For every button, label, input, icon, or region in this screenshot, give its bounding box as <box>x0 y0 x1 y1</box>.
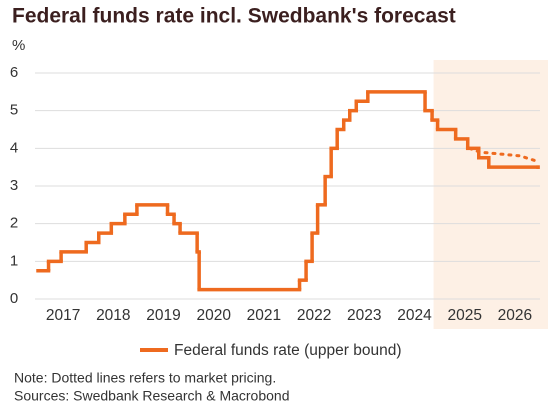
note: Note: Dotted lines refers to market pric… <box>14 370 276 386</box>
y-tick-label: 0 <box>10 290 18 307</box>
x-tick-label: 2023 <box>347 307 381 324</box>
y-tick-label: 2 <box>10 215 18 232</box>
x-tick-label: 2022 <box>297 307 331 324</box>
y-tick-label: 3 <box>10 177 18 194</box>
x-tick-label: 2021 <box>247 307 281 324</box>
x-tick-label: 2017 <box>46 307 80 324</box>
x-tick-label: 2018 <box>96 307 130 324</box>
y-tick-label: 6 <box>10 64 18 81</box>
x-tick-label: 2024 <box>397 307 432 324</box>
y-tick-label: 4 <box>10 139 18 156</box>
y-axis-label: % <box>12 37 25 54</box>
y-tick-label: 1 <box>10 252 18 269</box>
legend-label: Federal funds rate (upper bound) <box>174 342 401 359</box>
x-tick-label: 2020 <box>196 307 231 324</box>
chart-title: Federal funds rate incl. Swedbank's fore… <box>12 5 456 28</box>
x-tick-label: 2026 <box>498 307 532 324</box>
market-pricing-line <box>468 146 540 164</box>
x-tick-label: 2025 <box>447 307 481 324</box>
y-tick-label: 5 <box>10 102 18 119</box>
note: Sources: Swedbank Research & Macrobond <box>14 388 289 404</box>
x-tick-label: 2019 <box>146 307 180 324</box>
forecast-region <box>433 60 548 329</box>
